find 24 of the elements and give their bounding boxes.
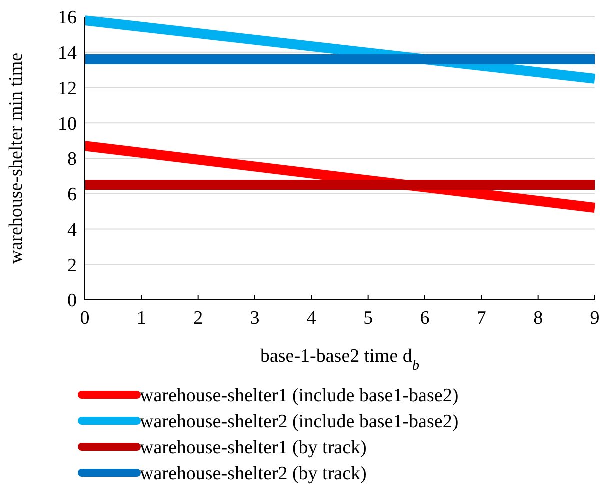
x-tick-label: 9 [590,308,600,329]
x-axis-title: base-1-base2 time d$_{b}$ [260,346,420,374]
legend-label: warehouse-shelter1 (include base1-base2) [140,386,459,407]
legend-label: warehouse-shelter1 (by track) [140,438,367,459]
y-tick-label: 8 [68,149,77,170]
x-tick-label: 1 [136,308,146,329]
y-tick-label: 12 [58,78,77,100]
y-axis-title: warehouse-shelter min time [6,52,27,264]
y-tick-label: 10 [58,114,77,135]
legend-label: warehouse-shelter2 (include base1-base2) [140,412,459,433]
y-tick-label: 2 [68,255,77,276]
y-tick-label: 0 [68,290,77,312]
x-tick-label: 4 [306,308,317,329]
legend-label: warehouse-shelter2 (by track) [140,464,367,485]
y-tick-label: 4 [68,220,78,241]
y-tick-label: 6 [68,184,77,206]
x-tick-label: 8 [534,308,544,329]
x-tick-label: 5 [364,308,374,329]
x-tick-label: 6 [420,308,430,329]
y-tick-label: 14 [58,43,78,64]
x-tick-label: 2 [194,308,204,329]
x-tick-label: 7 [476,308,486,329]
y-tick-label: 16 [58,8,77,29]
x-tick-label: 3 [250,308,260,329]
